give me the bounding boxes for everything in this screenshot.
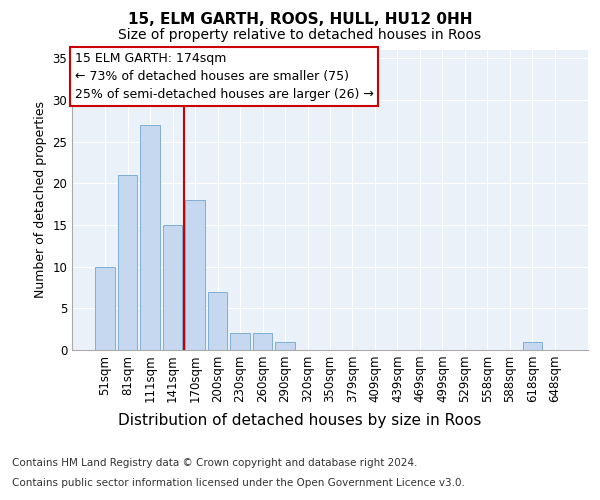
Text: 15 ELM GARTH: 174sqm
← 73% of detached houses are smaller (75)
25% of semi-detac: 15 ELM GARTH: 174sqm ← 73% of detached h… <box>74 52 373 100</box>
Text: Size of property relative to detached houses in Roos: Size of property relative to detached ho… <box>118 28 482 42</box>
Bar <box>230 334 250 350</box>
Y-axis label: Number of detached properties: Number of detached properties <box>34 102 47 298</box>
Bar <box>253 334 272 350</box>
Bar <box>163 225 182 350</box>
Text: Contains public sector information licensed under the Open Government Licence v3: Contains public sector information licen… <box>12 478 465 488</box>
Bar <box>275 342 295 350</box>
Text: Distribution of detached houses by size in Roos: Distribution of detached houses by size … <box>118 412 482 428</box>
Bar <box>185 200 205 350</box>
Bar <box>208 292 227 350</box>
Bar <box>140 125 160 350</box>
Text: 15, ELM GARTH, ROOS, HULL, HU12 0HH: 15, ELM GARTH, ROOS, HULL, HU12 0HH <box>128 12 472 28</box>
Bar <box>523 342 542 350</box>
Bar <box>118 175 137 350</box>
Bar <box>95 266 115 350</box>
Text: Contains HM Land Registry data © Crown copyright and database right 2024.: Contains HM Land Registry data © Crown c… <box>12 458 418 468</box>
